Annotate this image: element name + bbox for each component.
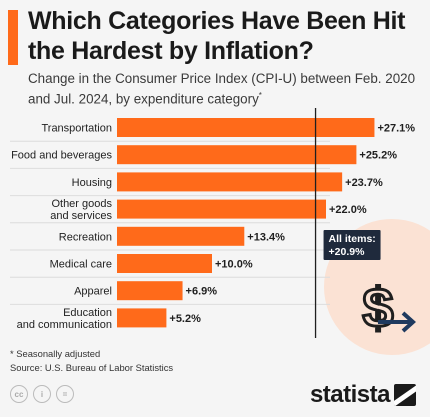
page-subtitle: Change in the Consumer Price Index (CPI-… [28,70,423,107]
category-label: Apparel [74,286,112,298]
category-label: Housing [72,177,112,189]
all-items-label: All items: [329,233,376,245]
category-label: Recreation [59,231,112,243]
statista-logo[interactable]: statista [310,381,416,409]
bar [117,308,167,328]
value-label: +5.2% [169,313,201,325]
value-label: +25.2% [359,150,397,162]
category-label: Education and communication [17,307,112,331]
cc-icon[interactable]: cc [10,385,28,403]
bar [117,254,212,273]
category-label: Food and beverages [11,150,112,162]
license-icons: cc i = [10,385,74,403]
value-label: +13.4% [247,231,285,243]
value-label: +6.9% [186,286,218,298]
category-label: Other goods and services [50,198,112,222]
value-label: +27.1% [377,123,415,135]
subtitle-footnote-marker: * [258,91,262,100]
bar [117,145,357,165]
footnotes: * Seasonally adjusted Source: U.S. Burea… [10,347,173,375]
category-label: Medical care [50,259,112,271]
value-label: +22.0% [329,204,367,216]
bar [117,281,183,301]
arrow-right-icon [378,311,416,333]
value-label: +23.7% [345,177,383,189]
bar [117,172,343,192]
dollar-sign-icon: $ [362,276,393,339]
value-label: +10.0% [215,259,253,271]
bar [117,199,326,219]
bar [117,226,245,246]
subtitle-text: Change in the Consumer Price Index (CPI-… [28,71,416,107]
all-items-box [323,230,381,260]
title-accent-bar [8,10,18,65]
nd-icon[interactable]: = [56,385,74,403]
seasonal-note: * Seasonally adjusted [10,348,101,359]
bar-chart: Transportation +27.1% Food and beverages +2… [10,108,415,338]
page-title: Which Categories Have Been Hit the Harde… [28,7,406,65]
bar [117,118,375,137]
by-icon[interactable]: i [33,385,51,403]
all-items-value: +20.9% [329,246,366,258]
statista-mark-icon [394,384,416,406]
brand-name: statista [309,381,391,408]
category-label: Transportation [41,123,112,135]
source-note: Source: U.S. Bureau of Labor Statistics [10,362,174,373]
